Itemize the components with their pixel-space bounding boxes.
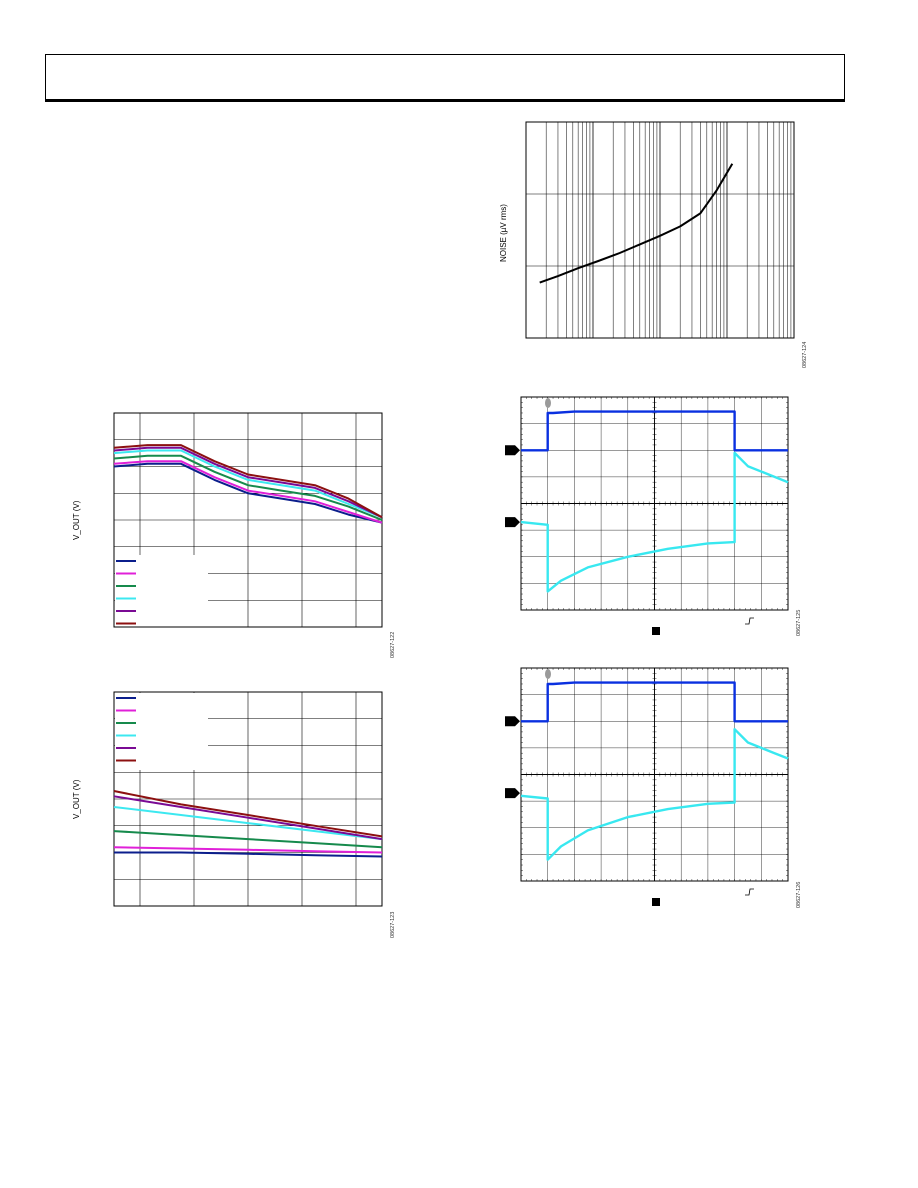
page-header-box: [45, 54, 845, 102]
vout_a-series-5: [113, 446, 383, 519]
vout_b-series-4: [113, 806, 383, 841]
scope_a-grid: [520, 396, 789, 611]
vout_b-frame: [113, 691, 383, 907]
vout_a-series-4: [113, 449, 383, 519]
scope_a-series-2: [520, 451, 789, 593]
trigger-edge-icon: [745, 617, 754, 625]
trigger-position-marker: [545, 398, 551, 408]
vout_a-series-6: [113, 444, 383, 519]
legend-box: [115, 693, 208, 770]
vout_a-series-3: [113, 454, 383, 521]
vout_a-series-1: [113, 462, 383, 524]
noise-grid: [526, 122, 794, 338]
vout-chart-a: [113, 412, 383, 632]
legend-box: [115, 555, 208, 632]
vout_a-series-2: [113, 460, 383, 524]
channel-1-marker: [505, 716, 520, 727]
channel-2-marker: [505, 517, 520, 528]
vout-chart-b: [113, 691, 383, 907]
vout-a-figure-id: 08627-122: [390, 631, 396, 658]
scope_b-frame: [520, 667, 789, 882]
noise-chart: [525, 121, 795, 339]
vout_b-series-6: [113, 790, 383, 838]
scope_b-series-1: [521, 681, 788, 723]
noise-frame: [525, 121, 795, 339]
scope-a-figure-id: 08627-125: [796, 609, 802, 636]
status-square: [652, 627, 660, 635]
status-square: [652, 898, 660, 906]
scope-chart-a: [505, 396, 789, 635]
noise-series-1: [539, 163, 734, 284]
vout-b-figure-id: 08627-123: [390, 911, 396, 938]
trigger-position-marker: [545, 669, 551, 679]
channel-2-marker: [505, 788, 520, 799]
scope-chart-b: [505, 667, 789, 906]
vout-b-ylabel: V_OUT (V): [72, 779, 81, 819]
channel-1-marker: [505, 445, 520, 456]
scope_a-series-1: [521, 410, 788, 452]
vout_b-series-3: [113, 830, 383, 849]
scope_b-series-2: [520, 728, 789, 861]
noise-chart-ylabel: NOISE (µV rms): [499, 204, 508, 262]
vout_b-series-2: [113, 846, 383, 854]
scope_a-frame: [520, 396, 789, 611]
trigger-edge-icon: [745, 888, 754, 896]
vout_b-series-1: [114, 851, 383, 858]
vout_b-series-5: [113, 795, 383, 841]
scope_b-grid: [520, 667, 789, 882]
scope-b-figure-id: 08627-126: [796, 881, 802, 908]
vout-a-ylabel: V_OUT (V): [72, 500, 81, 540]
noise-figure-id: 08627-124: [802, 341, 808, 368]
